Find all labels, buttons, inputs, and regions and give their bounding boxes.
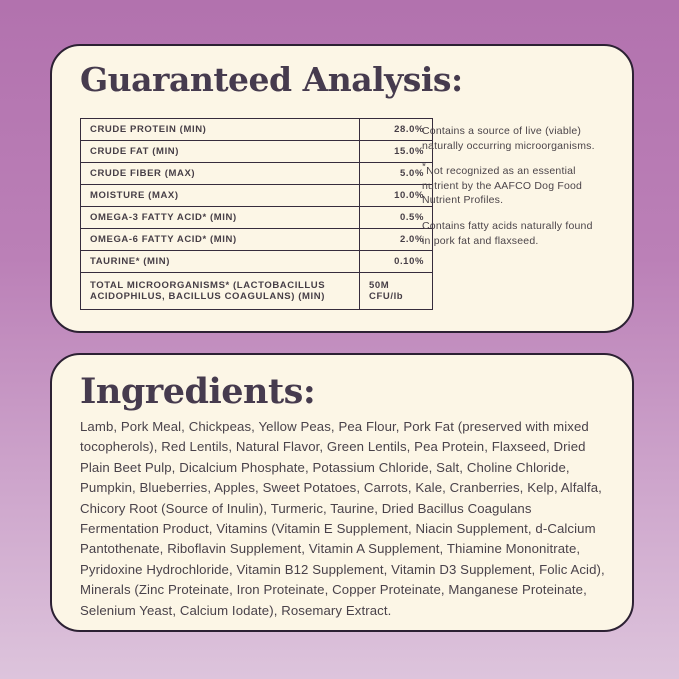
analysis-note: *Not recognized as an essential nutrient… xyxy=(422,161,583,207)
analysis-row-label: TOTAL MICROORGANISMS* (LACTOBACILLUS ACI… xyxy=(80,272,360,310)
ingredients-card: Ingredients: Lamb, Pork Meal, Chickpeas,… xyxy=(50,353,634,632)
ingredients-text: Lamb, Pork Meal, Chickpeas, Yellow Peas,… xyxy=(80,419,605,618)
analysis-row: CRUDE PROTEIN (MIN) 28.0% xyxy=(80,118,433,141)
guaranteed-analysis-title: Guaranteed Analysis: xyxy=(80,60,463,99)
analysis-row-label: MOISTURE (MAX) xyxy=(80,184,360,207)
asterisk-marker: * xyxy=(422,161,427,173)
analysis-row: CRUDE FAT (MIN) 15.0% xyxy=(80,140,433,163)
analysis-row-value: 50M CFU/lb xyxy=(359,272,433,310)
analysis-note: Contains fatty acids naturally found in … xyxy=(422,219,593,247)
analysis-row-label: CRUDE FIBER (MAX) xyxy=(80,162,360,185)
analysis-row-label: TAURINE* (MIN) xyxy=(80,250,360,273)
ingredients-title: Ingredients: xyxy=(80,371,316,412)
analysis-row-label: CRUDE PROTEIN (MIN) xyxy=(80,118,360,141)
analysis-row-label: OMEGA-6 FATTY ACID* (MIN) xyxy=(80,228,360,251)
analysis-row: OMEGA-6 FATTY ACID* (MIN) 2.0% xyxy=(80,228,433,251)
analysis-notes: Contains a source of live (viable) natur… xyxy=(422,124,602,259)
analysis-row-label: CRUDE FAT (MIN) xyxy=(80,140,360,163)
guaranteed-analysis-table-body: CRUDE PROTEIN (MIN) 28.0% CRUDE FAT (MIN) 1… xyxy=(80,118,433,310)
analysis-row: OMEGA-3 FATTY ACID* (MIN) 0.5% xyxy=(80,206,433,229)
analysis-note: Contains a source of live (viable) natur… xyxy=(422,125,595,152)
analysis-row: TOTAL MICROORGANISMS* (LACTOBACILLUS ACI… xyxy=(80,272,433,310)
guaranteed-analysis-table: CRUDE PROTEIN (MIN) 28.0% CRUDE FAT (MIN) 1… xyxy=(80,118,433,310)
analysis-row: TAURINE* (MIN) 0.10% xyxy=(80,250,433,273)
guaranteed-analysis-card: Guaranteed Analysis: CRUDE PROTEIN (MIN)… xyxy=(50,44,634,333)
analysis-row: CRUDE FIBER (MAX) 5.0% xyxy=(80,162,433,185)
analysis-row-label: OMEGA-3 FATTY ACID* (MIN) xyxy=(80,206,360,229)
analysis-row: MOISTURE (MAX) 10.0% xyxy=(80,184,433,207)
